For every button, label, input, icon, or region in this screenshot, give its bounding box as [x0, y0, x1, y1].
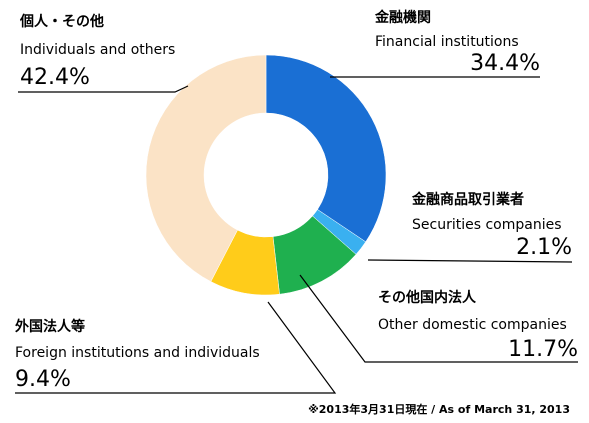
value-label: 9.4%: [15, 367, 71, 392]
donut-slice: [265, 54, 387, 243]
label-en: Securities companies: [412, 217, 562, 233]
value-label: 42.4%: [20, 65, 90, 90]
label-ja: 外国法人等: [15, 318, 85, 335]
footnote: ※2013年3月31日現在 / As of March 31, 2013: [308, 402, 570, 416]
label-ja: その他国内法人: [378, 289, 477, 306]
label-ja: 金融機関: [374, 9, 431, 26]
label-ja: 個人・その他: [19, 13, 104, 30]
leader-line: [367, 259, 573, 263]
value-label: 34.4%: [470, 51, 540, 76]
leader-line: [299, 274, 578, 363]
label-ja: 金融商品取引業者: [411, 191, 524, 208]
value-label: 2.1%: [516, 235, 572, 260]
leader-line: [15, 301, 337, 394]
label-en: Foreign institutions and individuals: [15, 345, 260, 361]
label-en: Individuals and others: [20, 42, 175, 58]
leader-line: [18, 85, 189, 93]
donut-slice: [145, 54, 267, 282]
value-label: 11.7%: [508, 337, 578, 362]
label-en: Other domestic companies: [378, 317, 567, 333]
label-en: Financial institutions: [375, 34, 519, 50]
